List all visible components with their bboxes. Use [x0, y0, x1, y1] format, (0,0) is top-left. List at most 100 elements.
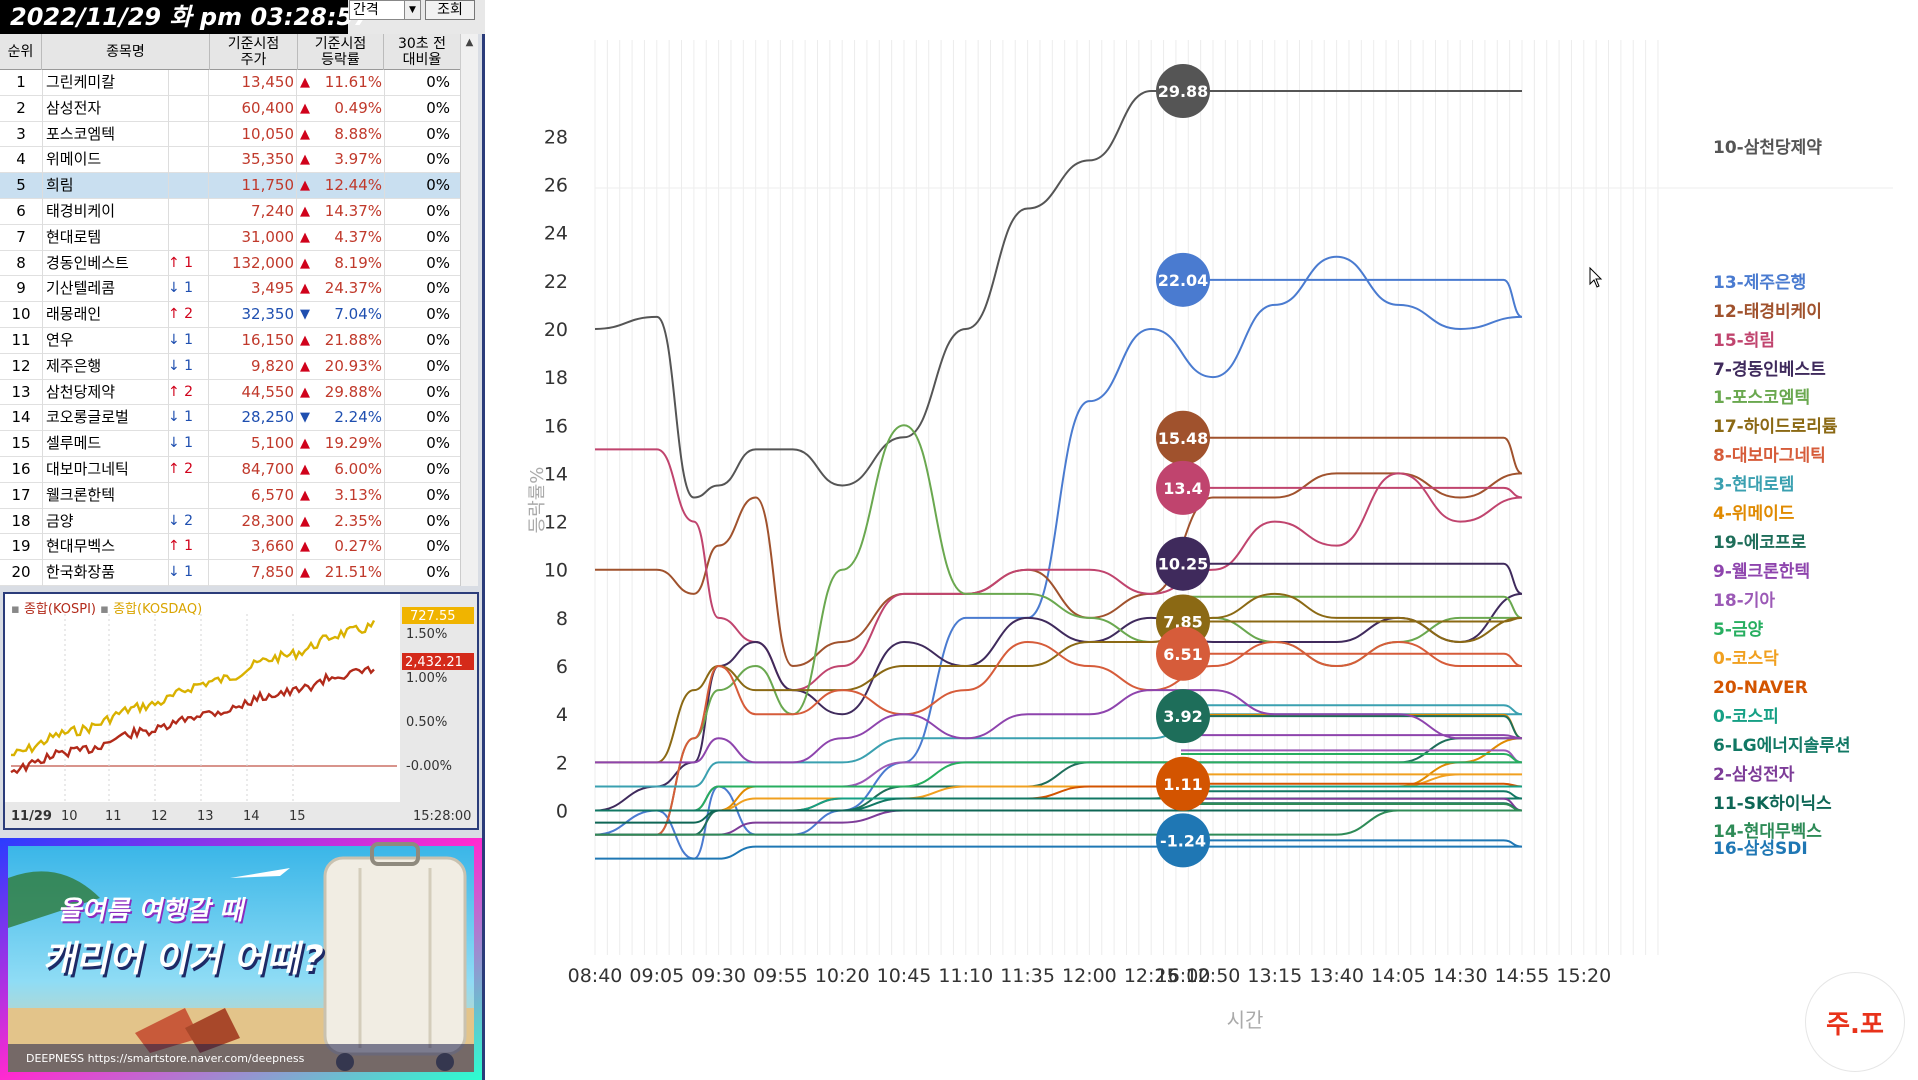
table-row[interactable]: 3 포스코엠텍 10,050 ▲ 8.88% 0%: [0, 122, 460, 148]
x-tick-label: 16:00: [1156, 965, 1211, 987]
y-tick-label: 22: [544, 271, 568, 293]
y-tick-label: 4: [556, 704, 568, 726]
y-tick-label: 2: [556, 752, 568, 774]
y-tick-label: 28: [544, 126, 568, 148]
prev-rate-cell: 0%: [426, 537, 450, 556]
prev-rate-cell: 0%: [426, 460, 450, 478]
name-cell: 그린케미칼: [46, 73, 116, 91]
table-row[interactable]: 14 코오롱글로벌 ↓ 1 28,250 ▼ 2.24% 0%: [0, 405, 460, 432]
rank-change-cell: ↑ 1: [168, 254, 194, 271]
price-cell: 28,250: [241, 408, 295, 427]
table-row[interactable]: 20 한국화장품 ↓ 1 7,850 ▲ 21.51% 0%: [0, 560, 460, 586]
rate-cell: 19.29%: [324, 434, 382, 453]
end-value-bubble: [1156, 64, 1210, 119]
price-cell: 35,350: [241, 150, 295, 169]
table-row[interactable]: 7 현대로템 31,000 ▲ 4.37% 0%: [0, 225, 460, 251]
price-cell: 28,300: [241, 511, 295, 530]
rank-cell: 4: [16, 150, 26, 169]
kosdaq-value: 727.55: [410, 609, 456, 624]
chevron-down-icon[interactable]: ▼: [404, 1, 420, 19]
y-tick-label: 16: [544, 415, 568, 437]
table-scrollbar[interactable]: ▲: [460, 34, 478, 586]
rank-cell: 16: [11, 460, 31, 478]
name-cell: 삼천당제약: [46, 382, 116, 401]
prev-rate-cell: 0%: [426, 356, 450, 375]
price-cell: 7,240: [251, 202, 294, 220]
ad-footer[interactable]: DEEPNESS https://smartstore.naver.com/de…: [26, 1052, 305, 1065]
interval-select[interactable]: 간격 ▼: [349, 0, 421, 20]
table-row[interactable]: 10 래몽래인 ↑ 2 32,350 ▼ 7.04% 0%: [0, 302, 460, 328]
table-row[interactable]: 2 삼성전자 60,400 ▲ 0.49% 0%: [0, 96, 460, 122]
rate-cell: 12.44%: [324, 176, 382, 195]
y-axis-label: 등락률%: [527, 467, 548, 534]
rate-cell: 2.24%: [334, 408, 382, 427]
scroll-up-icon[interactable]: ▲: [465, 37, 474, 48]
name-cell: 기산텔레콤: [46, 279, 116, 298]
end-value-bubble: [1156, 460, 1210, 515]
y-tick-label: 20: [544, 319, 568, 341]
name-cell: 대보마그네틱: [46, 460, 129, 478]
header-prev[interactable]: 30초 전 대비율: [397, 36, 447, 68]
direction-cell: ▲: [300, 513, 310, 529]
table-row[interactable]: 5 희림 11,750 ▲ 12.44% 0%: [0, 173, 460, 199]
end-value-label: 22.04: [1158, 271, 1209, 290]
price-cell: 3,660: [251, 537, 294, 556]
table-row[interactable]: 13 삼천당제약 ↑ 2 44,550 ▲ 29.88% 0%: [0, 380, 460, 406]
table-row[interactable]: 18 금양 ↓ 2 28,300 ▲ 2.35% 0%: [0, 509, 460, 535]
header-price[interactable]: 기준시점 주가: [210, 34, 298, 70]
end-value-bubble: [1156, 252, 1210, 307]
brand-logo[interactable]: 주.포: [1805, 972, 1905, 1072]
table-row[interactable]: 6 태경비케이 7,240 ▲ 14.37% 0%: [0, 199, 460, 225]
name-cell: 현대무벡스: [46, 537, 116, 556]
y-tick-label: 10: [544, 560, 568, 582]
direction-cell: ▲: [300, 126, 310, 142]
direction-cell: ▲: [300, 462, 310, 477]
rate-cell: 3.97%: [334, 150, 382, 169]
prev-rate-cell: 0%: [426, 305, 450, 324]
rate-cell: 8.19%: [334, 253, 382, 272]
header-name[interactable]: 종목명: [42, 34, 210, 70]
direction-cell: ▲: [300, 358, 310, 374]
series-name-label: 16-삼성SDI: [1713, 839, 1808, 859]
table-row[interactable]: 8 경동인베스트 ↑ 1 132,000 ▲ 8.19% 0%: [0, 251, 460, 277]
table-row[interactable]: 19 현대무벡스 ↑ 1 3,660 ▲ 0.27% 0%: [0, 534, 460, 561]
end-value-bubble: [1156, 626, 1210, 681]
y-tick-label: 18: [544, 367, 568, 389]
rank-change-cell: [168, 147, 208, 172]
rank-cell: 5: [16, 176, 26, 195]
ad-subheadline: 캐리어 이거 어때?: [40, 939, 328, 980]
end-value-label: 7.85: [1163, 613, 1202, 632]
index-x-tick: 10: [61, 809, 78, 824]
end-value-bubble: [1156, 536, 1210, 591]
name-cell: 한국화장품: [46, 563, 116, 582]
rank-change-cell: ↓ 1: [168, 357, 194, 374]
right-tick-2: 0.50%: [406, 715, 447, 730]
header-rank[interactable]: 순위: [0, 34, 42, 70]
price-cell: 5,100: [251, 434, 294, 453]
rate-cell: 11.61%: [324, 73, 382, 91]
series-name-label: 12-태경비케이: [1713, 302, 1822, 322]
table-row[interactable]: 11 연우 ↓ 1 16,150 ▲ 21.88% 0%: [0, 328, 460, 354]
header-rate[interactable]: 기준시점 등락률: [298, 34, 384, 70]
table-row[interactable]: 12 제주은행 ↓ 1 9,820 ▲ 20.93% 0%: [0, 354, 460, 380]
query-button[interactable]: 조회: [425, 0, 475, 20]
prev-rate-cell: 0%: [426, 253, 450, 272]
table-row[interactable]: 15 셀루메드 ↓ 1 5,100 ▲ 19.29% 0%: [0, 431, 460, 457]
name-cell: 연우: [46, 331, 74, 349]
rate-cell: 14.37%: [324, 202, 382, 220]
table-row[interactable]: 17 웰크론한텍 6,570 ▲ 3.13% 0%: [0, 483, 460, 509]
series-line-11: [594, 689, 1523, 764]
legend-kospi: 종합(KOSPI): [23, 602, 96, 617]
x-tick-label: 13:15: [1247, 965, 1302, 987]
table-row[interactable]: 4 위메이드 35,350 ▲ 3.97% 0%: [0, 147, 460, 174]
prev-rate-cell: 0%: [426, 485, 450, 504]
rank-cell: 15: [11, 434, 31, 453]
table-row[interactable]: 9 기산텔레콤 ↓ 1 3,495 ▲ 24.37% 0%: [0, 276, 460, 303]
ad-banner[interactable]: 올여름 여행갈 때 캐리어 이거 어때? DEEPNESS https://sm…: [0, 838, 482, 1080]
table-row[interactable]: 16 대보마그네틱 ↑ 2 84,700 ▲ 6.00% 0%: [0, 457, 460, 483]
table-row[interactable]: 1 그린케미칼 13,450 ▲ 11.61% 0%: [0, 70, 460, 96]
x-tick-label: 08:40: [568, 965, 623, 987]
series-line-20: [595, 803, 1523, 836]
x-tick-label: 15:20: [1556, 965, 1611, 987]
rate-cell: 3.13%: [334, 485, 382, 504]
